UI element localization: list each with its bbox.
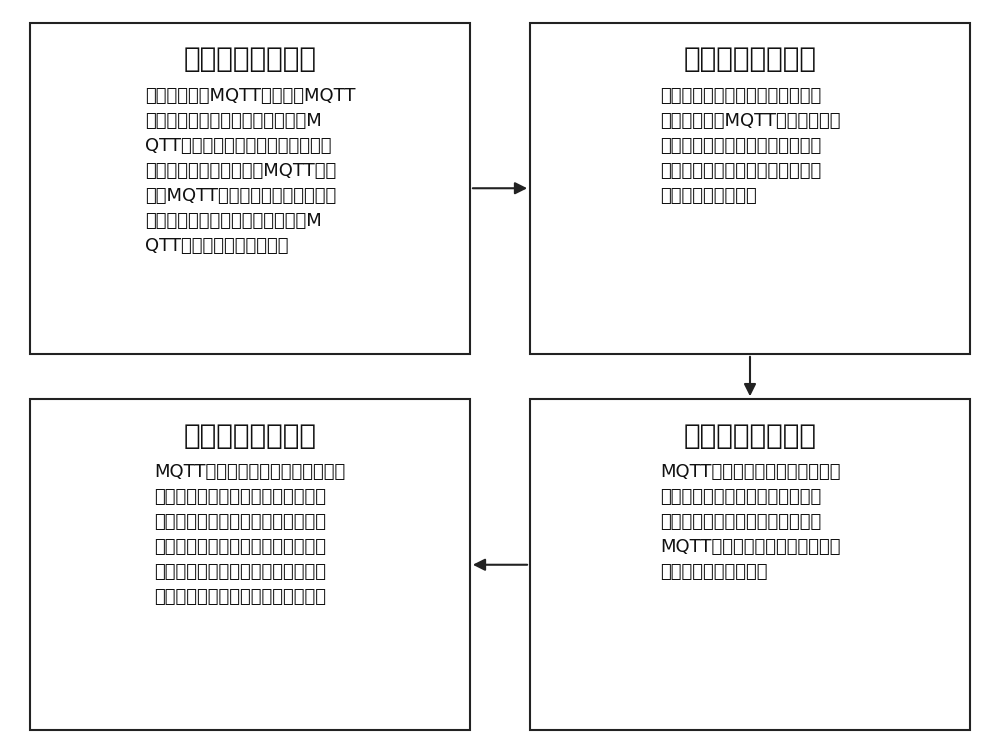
Bar (530, 399, 970, 730)
Bar (30, 23, 470, 354)
Text: MQTT服务器先对接收到的所有消息
进行解析；然后根据所有待推送的消
息的接收时间和优先级属性确定各条
消息的推送顺序；最后再根据每条消
息的主题类型和广播属性: MQTT服务器先对接收到的所有消息 进行解析；然后根据所有待推送的消 息的接收时… (154, 463, 346, 606)
Text: 三、消息发布阶段: 三、消息发布阶段 (684, 422, 816, 450)
Text: 二、服务订阅阶段: 二、服务订阅阶段 (684, 45, 816, 73)
Bar (530, 23, 970, 354)
Text: 一、系统构建阶段: 一、系统构建阶段 (184, 45, 316, 73)
Bar (30, 399, 470, 730)
Text: MQTT客户端收集各个进程发布的
消息，然后为每条消息设置广播属
性和优先级属性。并将消息发送到
MQTT服务器。发布的消息中包含
主题类型和消息内容。: MQTT客户端收集各个进程发布的 消息，然后为每条消息设置广播属 性和优先级属性… (660, 463, 840, 581)
Text: 四、消息推送阶段: 四、消息推送阶段 (184, 422, 316, 450)
Text: 以每个进程的名称作为消息订阅的
主题类型，在MQTT服务器中预先
建立各个进程对其它进程的信息订
阅关系。并为每个进程设置一个广
播消息的订阅状态。: 以每个进程的名称作为消息订阅的 主题类型，在MQTT服务器中预先 建立各个进程对… (660, 87, 840, 205)
Text: 构建一个包括MQTT客户端和MQTT
服务器的进程间通信系统。其中，M
QTT客户端用于接收由各个进程生成
的消息，并将消息发送到MQTT服务
器。MQTT服务: 构建一个包括MQTT客户端和MQTT 服务器的进程间通信系统。其中，M QTT客… (145, 87, 355, 255)
